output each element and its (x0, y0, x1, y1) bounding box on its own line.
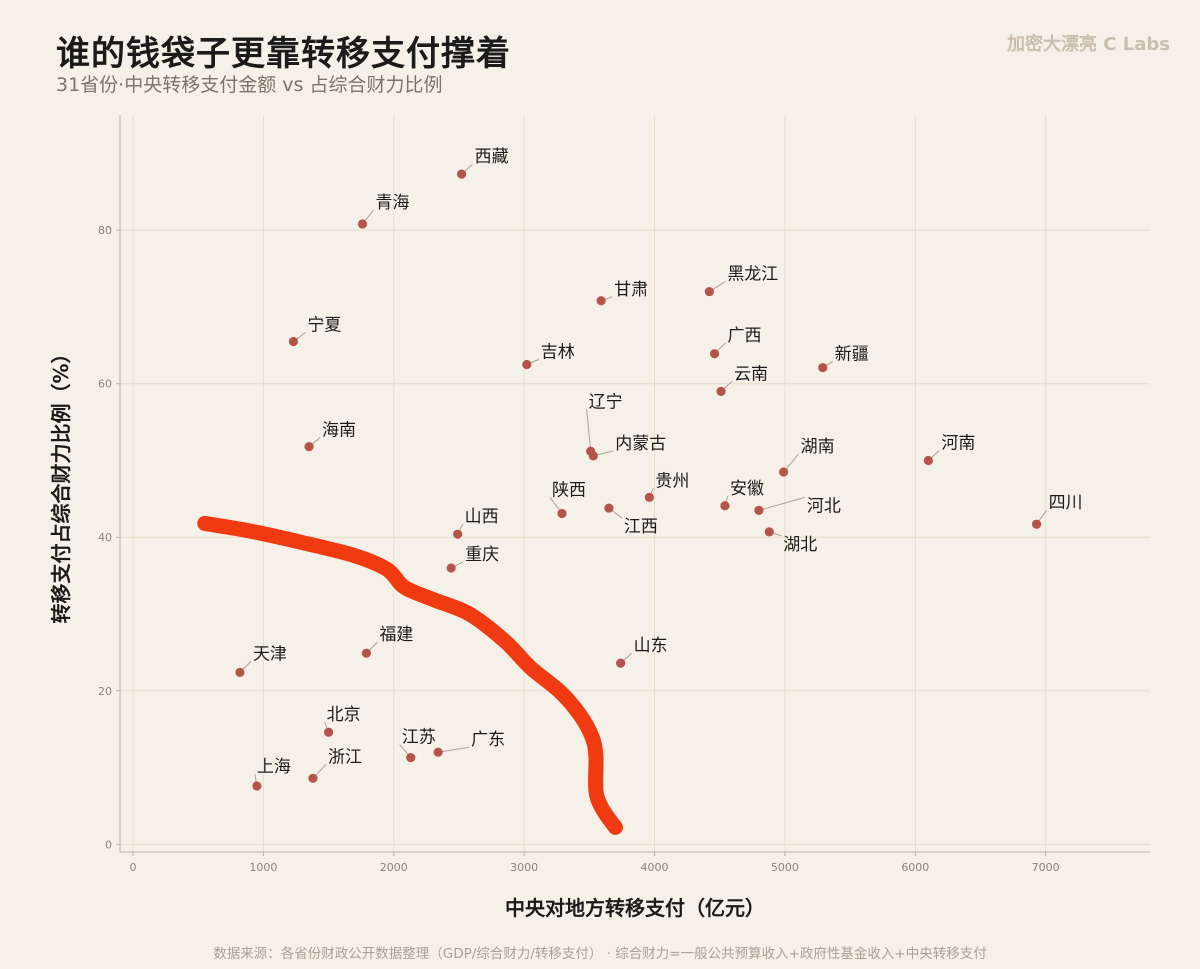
data-point[interactable] (252, 781, 262, 791)
x-tick-label: 1000 (249, 861, 277, 874)
point-label: 黑龙江 (727, 265, 778, 285)
brand-watermark: 加密大漂亮 C Labs (1007, 34, 1170, 55)
annotation-curve-layer (197, 515, 623, 835)
point-label: 甘肃 (614, 280, 648, 300)
data-point[interactable] (588, 451, 598, 461)
data-point[interactable] (596, 296, 606, 306)
point-label: 西藏 (475, 147, 509, 167)
point-label: 山西 (465, 507, 499, 527)
footnote: 数据来源：各省份财政公开数据整理（GDP/综合财力/转移支付） · 综合财力=一… (213, 946, 987, 962)
point-label: 新疆 (835, 345, 869, 365)
x-tick-label: 4000 (641, 861, 669, 874)
axes: 0 1000 2000 3000 4000 5000 6000 7000 0 20 40 60 80 (98, 115, 1150, 874)
x-tick-label: 6000 (901, 861, 929, 874)
point-label: 湖北 (783, 535, 817, 555)
data-point[interactable] (235, 667, 245, 677)
point-label: 上海 (257, 757, 291, 777)
y-tick-label: 0 (105, 838, 112, 851)
point-label: 海南 (322, 421, 356, 441)
data-point[interactable] (324, 727, 334, 737)
point-label: 吉林 (541, 343, 575, 363)
data-point[interactable] (456, 169, 467, 179)
point-label: 重庆 (465, 545, 499, 565)
y-tick-label: 40 (98, 531, 112, 544)
point-label: 广西 (728, 326, 762, 346)
data-point[interactable] (357, 219, 368, 229)
point-label: 湖南 (801, 437, 835, 457)
leader-line (438, 746, 470, 753)
y-tick-label: 20 (98, 685, 112, 698)
point-label: 青海 (376, 193, 410, 213)
point-label: 浙江 (328, 747, 362, 767)
y-axis-label: 转移支付占综合财力比例（%） (49, 343, 73, 623)
point-label: 辽宁 (589, 392, 623, 412)
data-point[interactable] (709, 349, 720, 359)
data-point[interactable] (1031, 519, 1042, 529)
data-point[interactable] (720, 501, 730, 511)
point-label: 北京 (327, 705, 361, 725)
data-point[interactable] (308, 773, 318, 783)
annotation-curve (197, 515, 623, 835)
data-point[interactable] (754, 505, 764, 515)
data-point[interactable] (433, 747, 443, 757)
point-label: 江西 (624, 517, 658, 537)
point-label: 安徽 (730, 479, 764, 499)
data-point[interactable] (604, 503, 614, 513)
data-point[interactable] (616, 658, 626, 668)
chart-title: 谁的钱袋子更靠转移支付撑着 (56, 34, 511, 74)
data-point[interactable] (764, 527, 774, 537)
point-label: 福建 (379, 625, 413, 645)
data-point[interactable] (704, 286, 714, 297)
point-label: 四川 (1049, 493, 1083, 513)
x-tick-label: 5000 (771, 861, 799, 874)
leader-line (758, 496, 805, 511)
x-tick-label: 7000 (1032, 861, 1060, 874)
point-label: 天津 (253, 644, 287, 664)
data-point[interactable] (406, 752, 416, 763)
y-tick-label: 80 (98, 224, 112, 237)
point-label: 内蒙古 (615, 434, 666, 454)
point-label: 河南 (941, 433, 975, 453)
grid-lines (120, 115, 1150, 852)
data-point[interactable] (361, 648, 372, 658)
x-axis-label: 中央对地方转移支付（亿元） (505, 896, 765, 920)
data-point[interactable] (716, 386, 726, 396)
point-label: 广东 (471, 730, 505, 750)
x-tick-label: 3000 (510, 861, 538, 874)
point-label: 陕西 (552, 480, 586, 500)
chart-subtitle: 31省份·中央转移支付金额 vs 占综合财力比例 (56, 74, 443, 96)
point-label: 云南 (734, 364, 768, 384)
point-label: 贵州 (655, 471, 689, 491)
point-label: 山东 (634, 636, 668, 656)
point-label: 河北 (807, 496, 841, 516)
data-point[interactable] (818, 362, 828, 373)
data-point[interactable] (304, 442, 314, 452)
data-point[interactable] (923, 455, 933, 466)
data-point[interactable] (288, 336, 299, 347)
point-label: 宁夏 (307, 315, 341, 335)
data-point[interactable] (644, 492, 654, 502)
data-point[interactable] (453, 529, 463, 539)
leader-line (586, 409, 592, 452)
data-point[interactable] (557, 508, 567, 519)
data-point[interactable] (779, 467, 789, 477)
data-point[interactable] (446, 563, 456, 573)
x-tick-label: 0 (130, 861, 137, 874)
data-point[interactable] (522, 359, 532, 370)
y-tick-label: 60 (98, 378, 112, 391)
x-tick-label: 2000 (380, 861, 408, 874)
point-label: 江苏 (402, 728, 436, 748)
